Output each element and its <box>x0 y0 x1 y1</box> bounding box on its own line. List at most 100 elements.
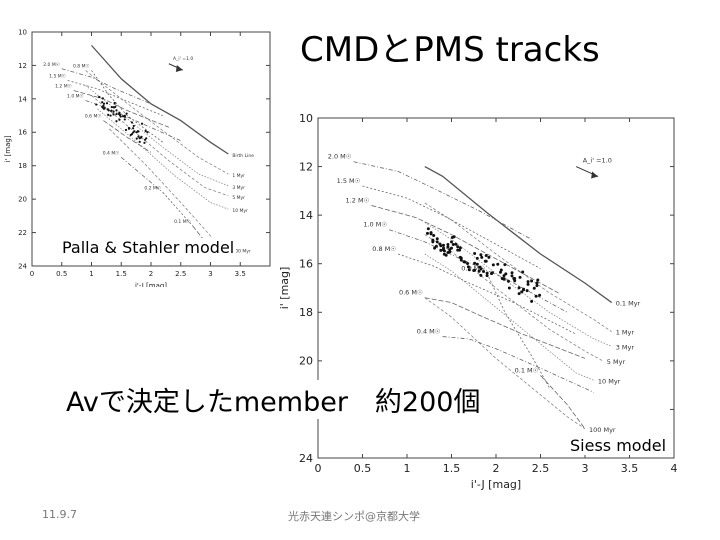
isochrone-label-1-myr: 1 Myr <box>232 173 245 179</box>
reddening-arrowhead <box>591 171 599 179</box>
member-star <box>487 255 491 259</box>
mass-label-0-6-m: 0.6 M☉ <box>85 114 102 120</box>
member-star <box>143 138 147 141</box>
isochrone-label-10-myr: 10 Myr <box>598 377 621 385</box>
member-star <box>536 278 540 282</box>
footer-date: 11.9.7 <box>42 508 77 521</box>
mass-label-0-8-m: 0.8 M☉ <box>73 63 90 69</box>
member-star <box>434 244 438 248</box>
y-tick-label: 24 <box>299 452 313 465</box>
member-star <box>113 101 116 105</box>
member-star <box>115 112 118 116</box>
isochrone-label-0-1-myr: 0.1 Myr <box>616 300 641 308</box>
mass-track-1-0-m <box>85 100 181 142</box>
y-tick-label: 18 <box>18 162 27 170</box>
y-tick-label: 18 <box>299 306 313 319</box>
y-tick-label: 10 <box>18 28 27 36</box>
member-star <box>98 95 101 99</box>
member-star <box>535 284 539 288</box>
x-tick-label: 1 <box>404 462 411 475</box>
member-star <box>484 259 488 263</box>
siess-label: Siess model <box>568 436 669 455</box>
mass-track-0-2-m <box>162 192 193 227</box>
member-star <box>429 232 433 236</box>
member-star <box>143 141 146 144</box>
member-star <box>522 288 526 292</box>
member-star <box>513 279 517 283</box>
member-star <box>115 120 118 123</box>
member-star <box>520 290 524 294</box>
x-tick-label: 3.5 <box>621 462 639 475</box>
x-tick-label: 2 <box>493 462 500 475</box>
member-star <box>425 231 429 235</box>
member-star <box>507 286 511 290</box>
mass-label-2-0-m: 2.0 M☉ <box>43 62 60 68</box>
member-star <box>467 268 471 272</box>
member-star <box>138 137 141 140</box>
member-star <box>103 107 106 110</box>
isochrone-birth-line <box>91 44 229 155</box>
palla-stahler-label: Palla & Stahler model <box>60 238 237 257</box>
member-star <box>130 133 134 136</box>
isochrone-3-myr <box>85 85 229 187</box>
member-star <box>118 118 121 121</box>
x-tick-label: 2 <box>149 270 153 278</box>
isochrone-label-3-myr: 3 Myr <box>616 343 635 351</box>
mass-track-0-4-m <box>120 157 164 193</box>
member-star <box>448 248 452 252</box>
member-star <box>442 252 446 256</box>
member-star <box>441 243 445 247</box>
member-star <box>112 106 115 109</box>
x-tick-label: 2.5 <box>532 462 550 475</box>
member-star <box>433 246 437 250</box>
member-star <box>123 118 126 121</box>
member-star <box>107 113 110 117</box>
member-star <box>517 286 521 290</box>
member-star <box>105 102 109 105</box>
mass-track-0-6-m <box>103 120 152 153</box>
member-star <box>526 282 530 286</box>
plot-frame <box>31 31 271 267</box>
member-star <box>95 103 98 106</box>
mass-label-0-2-m: 0.2 M☉ <box>144 185 161 191</box>
isochrone-10-myr <box>97 108 229 210</box>
member-star <box>117 112 120 115</box>
member-star <box>502 277 506 281</box>
x-tick-label: 3 <box>208 270 212 278</box>
mass-track-1-2-m <box>73 90 169 128</box>
member-star <box>485 274 489 278</box>
member-star <box>101 101 104 104</box>
member-star <box>123 115 126 118</box>
mass-label-0-6-m: 0.6 M☉ <box>399 289 423 297</box>
member-star <box>490 271 494 275</box>
member-star <box>458 246 462 250</box>
member-star <box>426 227 430 231</box>
x-tick-label: 0 <box>30 270 34 278</box>
isochrone-5-myr <box>91 95 229 197</box>
member-star <box>451 243 455 247</box>
y-tick-label: 14 <box>299 209 313 222</box>
x-axis-label: i'-J [mag] <box>471 478 521 491</box>
x-tick-label: 3 <box>582 462 589 475</box>
y-tick-label: 24 <box>18 262 27 270</box>
member-star <box>137 135 140 138</box>
member-star <box>525 289 529 293</box>
member-star <box>475 256 479 260</box>
member-star <box>530 299 534 303</box>
footer-venue: 光赤天連シンポ@京都大学 <box>288 510 420 523</box>
x-tick-label: 2.5 <box>175 270 186 278</box>
member-star <box>456 245 460 249</box>
reddening-label: A_i' =1.0 <box>173 56 193 62</box>
mass-track-0-4-m <box>442 336 595 393</box>
member-star <box>517 292 521 296</box>
member-star <box>446 251 450 255</box>
member-star <box>438 242 442 246</box>
member-star <box>510 271 514 275</box>
member-star <box>101 97 104 100</box>
member-star <box>140 135 143 138</box>
isochrone-1-myr <box>85 70 229 175</box>
isochrone-10-myr <box>424 253 595 381</box>
mass-label-1-0-m: 1.0 M☉ <box>67 94 84 100</box>
isochrone-label-100-myr: 100 Myr <box>589 426 616 434</box>
isochrone-label-5-myr: 5 Myr <box>607 358 626 366</box>
